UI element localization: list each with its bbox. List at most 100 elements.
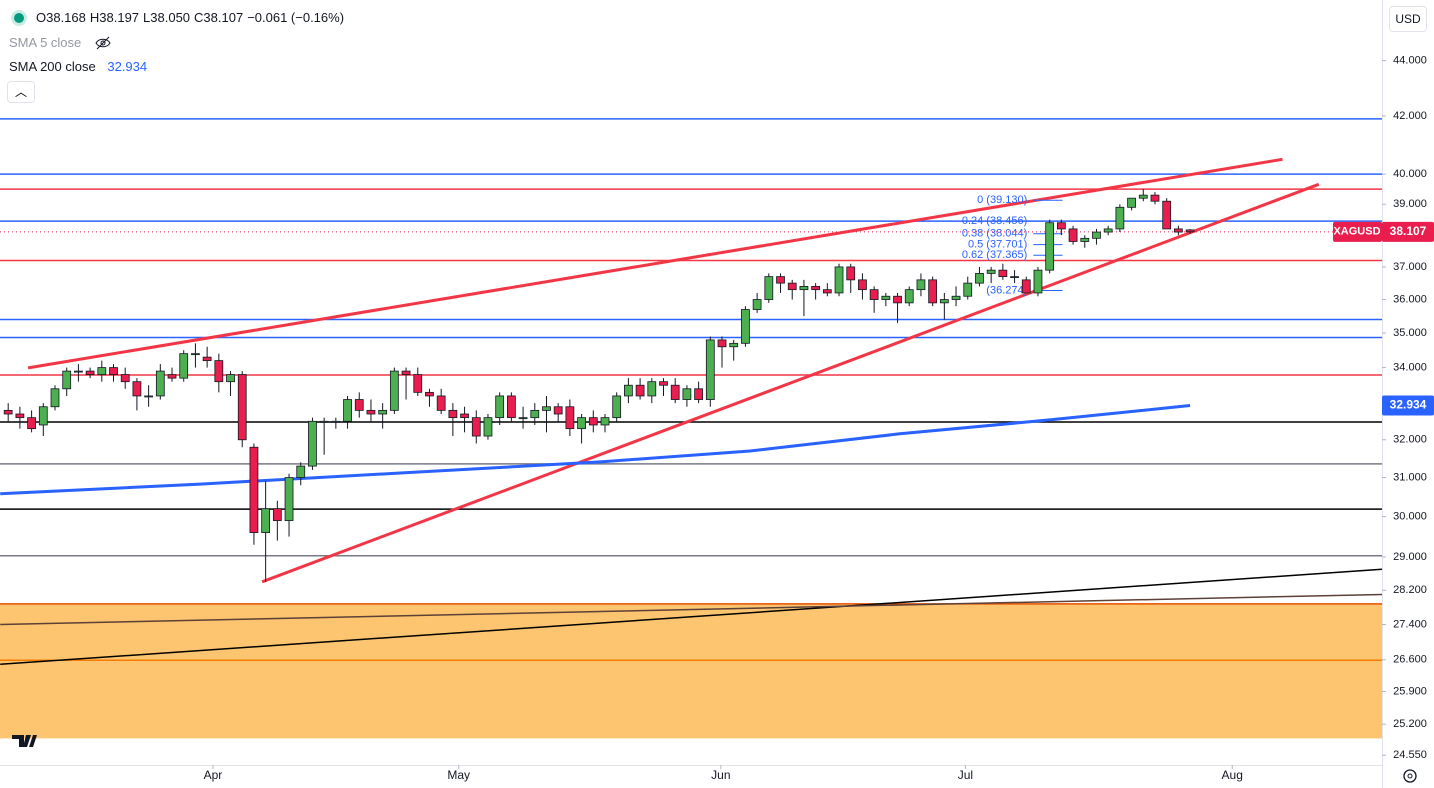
candle-body [1056,222,1066,230]
y-tick-label: 28.200 [1393,584,1427,596]
candle-body [74,370,83,373]
hidden-icon[interactable] [95,36,111,50]
candle-body [378,409,388,415]
status-dot [14,13,24,23]
candle-body [928,279,938,304]
y-tick-label: 42.000 [1393,110,1427,122]
axes: 44.000 42.000 40.000 39.000 37.000 36.000 35.0… [204,55,1434,782]
candle-body [272,508,282,521]
y-tick-label: 35.000 [1393,327,1427,339]
candle-body [167,374,177,379]
candle-body [144,395,153,398]
fib-label: 0.5 (37.701) [968,238,1027,250]
candle-body [249,446,259,533]
candle-body [97,367,107,376]
candle-body [588,417,598,426]
candle-body [425,391,434,397]
candle-body [881,295,891,300]
candle-body [799,285,809,291]
candle-body [448,409,458,419]
y-tick-label: 39.000 [1393,198,1427,210]
candle-body [577,417,586,430]
candle-body [822,289,832,294]
candle-body [15,413,25,419]
candle-body [413,374,423,393]
candle-body [705,339,715,400]
candle-body [120,374,130,383]
currency-button[interactable]: USD [1389,6,1427,32]
candle-body [635,384,645,397]
candle-body [1010,276,1019,279]
candle-body [495,395,505,419]
trend-line [0,593,1382,626]
sma200-value: 32.934 [107,59,148,74]
y-tick-label: 25.200 [1393,718,1427,730]
collapse-button[interactable]: ︿ [7,81,35,103]
candle-body [85,370,95,376]
tv-logo [12,735,37,747]
trend-line [0,568,1382,666]
y-tick-label: 25.900 [1393,685,1427,697]
candle-body [62,370,72,390]
sma200-legend[interactable]: SMA 200 close 32.934 [9,59,151,74]
candle-body [858,279,867,291]
sma-price-label: 32.934 [1390,398,1427,412]
candle-body [659,381,668,386]
candle-body [975,272,984,284]
y-tick-label: 29.000 [1393,551,1427,563]
candle-body [436,395,446,411]
y-tick-label: 27.400 [1393,618,1427,630]
candle-body [518,417,528,420]
candle-body [916,279,926,291]
candle-body [612,395,622,419]
candle-body [764,276,774,300]
candle-body [553,406,563,415]
candle-body [741,309,750,344]
y-tick-label: 40.000 [1393,168,1427,180]
fib-label: 0.38 (38.044) [962,228,1027,240]
candle-body [319,420,329,423]
candle-body [904,289,914,304]
candle-body [460,413,469,419]
last-price-box [1382,221,1434,242]
candle-body [670,384,680,400]
ohlc-header: O38.168 H38.197 L38.050 C38.107 −0.061 (−0.1… [14,10,348,25]
candle-body [963,282,973,297]
candle-body [939,299,949,304]
candle-body [729,342,739,348]
y-tick-label: 37.000 [1393,261,1427,273]
candle-body [237,374,247,441]
y-tick-label: 24.550 [1393,749,1427,761]
x-tick-label: Jun [711,768,730,782]
candle-body [998,269,1008,278]
candle-body [811,285,821,291]
candle-body [1068,228,1078,242]
x-tick-label: Apr [204,768,223,782]
sma5-legend[interactable]: SMA 5 close [9,35,111,50]
candle-body [308,420,317,467]
candle-body [506,395,516,419]
candle-body [38,406,48,426]
candle-body [109,367,118,376]
settings-icon[interactable] [1403,769,1417,783]
candle-body [1174,228,1183,233]
candle-body [179,353,189,379]
candle-body [1115,206,1125,230]
y-tick-label: 30.000 [1393,510,1427,522]
candle-body [869,289,879,300]
zone [0,603,1382,739]
candle-body [214,360,224,383]
y-tick-label: 36.000 [1393,293,1427,305]
y-tick-label: 31.000 [1393,471,1427,483]
x-tick-label: May [447,768,470,782]
candle-body [1150,194,1160,202]
candle-body [1045,222,1055,271]
candle-body [893,295,902,304]
candle-body [951,295,961,300]
candle-body [776,276,785,284]
candle-body [787,282,797,291]
candle-body [1021,279,1031,294]
candle-body [542,406,551,411]
candle-body [600,417,610,426]
